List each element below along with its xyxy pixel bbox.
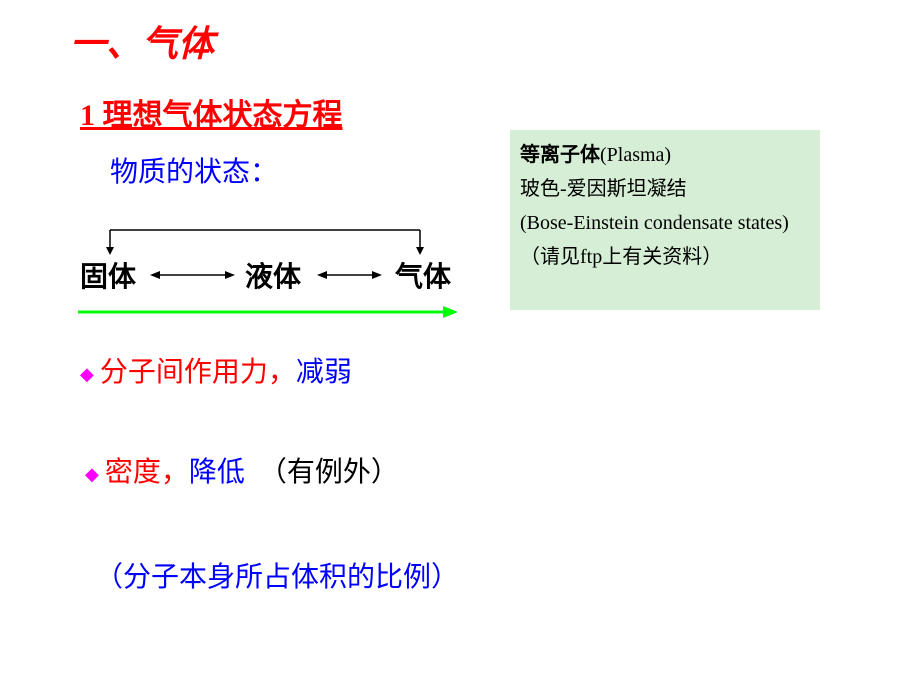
- bullet2-blue: 降低: [189, 457, 245, 488]
- plasma-sidebox: 等离子体(Plasma) 玻色-爱因斯坦凝结 (Bose-Einstein co…: [510, 130, 820, 310]
- sidebox-line2: 玻色-爱因斯坦凝结: [520, 172, 810, 206]
- bullet2-exception: （有例外）: [259, 457, 399, 488]
- bullet1-blue: 减弱: [296, 357, 352, 388]
- bullet-intermolecular-force: ◆ 分子间作用力，减弱: [80, 350, 352, 390]
- bullet-dot-icon: ◆: [85, 464, 99, 484]
- green-direction-arrow: [78, 305, 458, 319]
- bullet-density: ◆ 密度，降低 （有例外）: [85, 450, 399, 490]
- bullet2-red: 密度，: [105, 457, 189, 488]
- state-solid: 固体: [80, 255, 136, 295]
- bullet-dot-icon: ◆: [80, 364, 94, 384]
- double-arrow-liquid-gas: [317, 268, 382, 282]
- top-connector-arrow: [105, 225, 425, 255]
- volume-proportion-note: （分子本身所占体积的比例）: [95, 555, 459, 595]
- main-title: 一、气体: [70, 15, 214, 67]
- sidebox-line3: (Bose-Einstein condensate states): [520, 206, 810, 240]
- double-arrow-solid-liquid: [150, 268, 235, 282]
- section-subtitle: 1 理想气体状态方程: [80, 90, 343, 134]
- state-liquid: 液体: [245, 255, 301, 295]
- state-gas: 气体: [395, 255, 451, 295]
- bullet1-red: 分子间作用力，: [100, 357, 296, 388]
- states-label: 物质的状态：: [110, 150, 278, 190]
- sidebox-line4: （请见ftp上有关资料）: [520, 240, 810, 274]
- sidebox-line1: 等离子体(Plasma): [520, 138, 810, 172]
